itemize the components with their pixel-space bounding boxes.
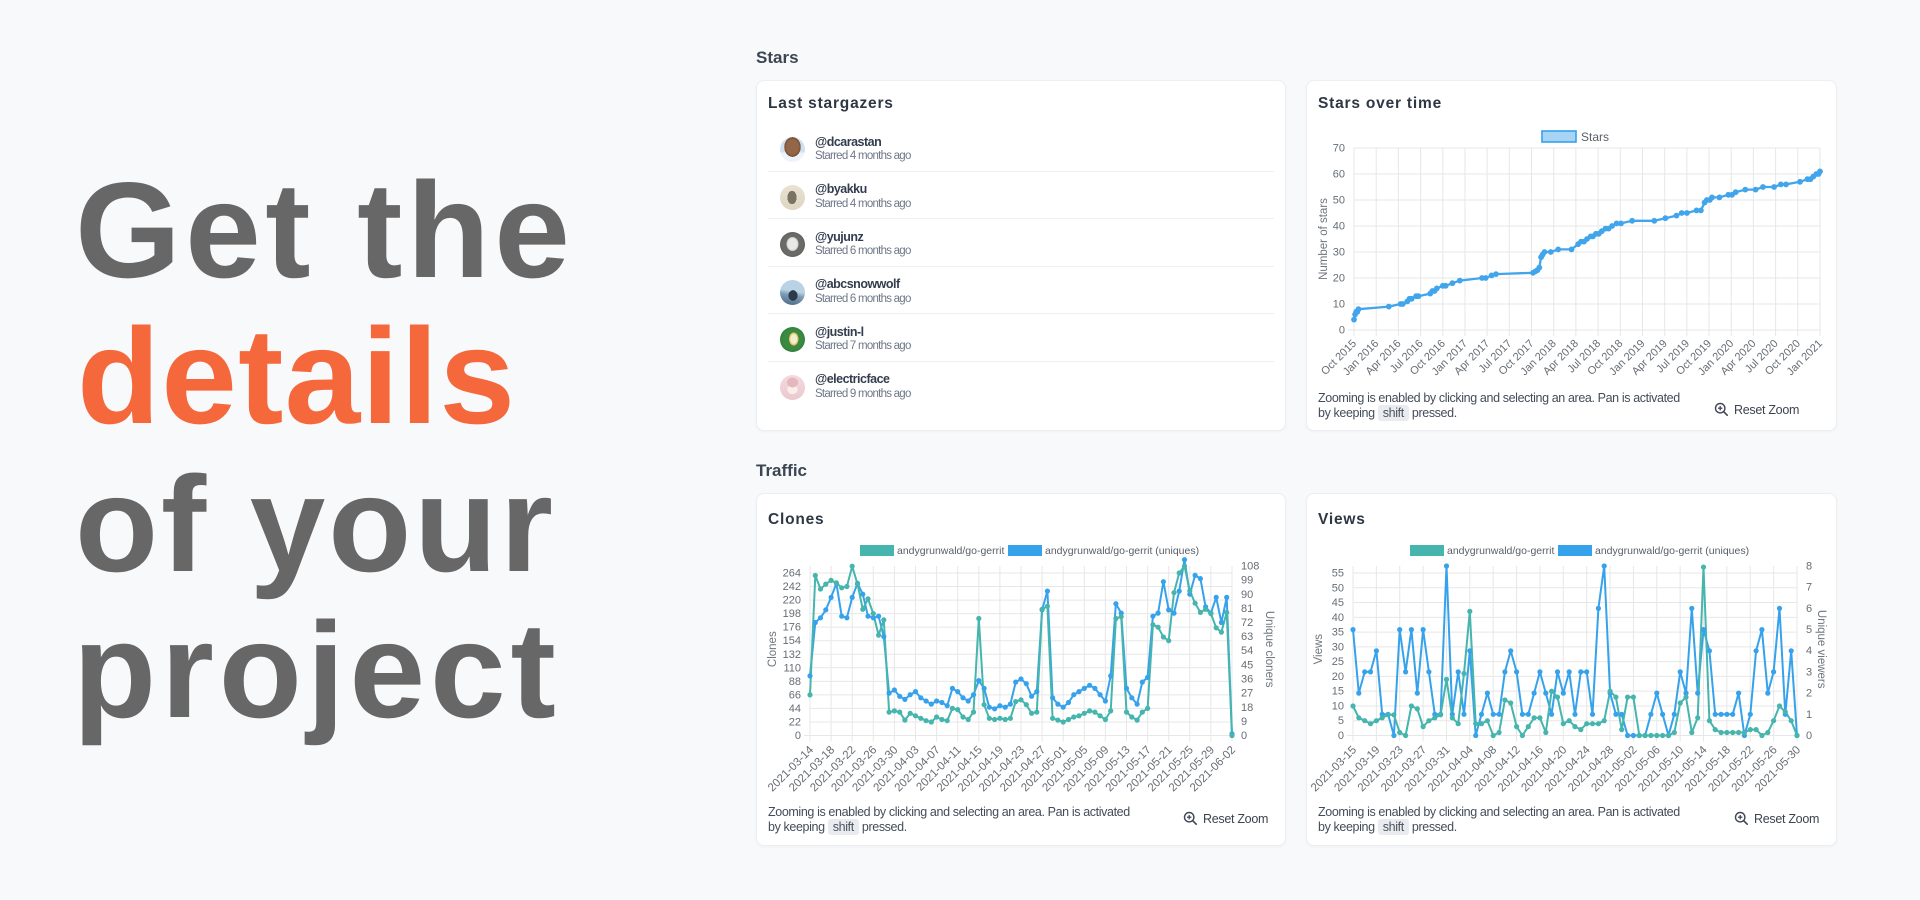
svg-text:154: 154	[783, 635, 801, 647]
svg-text:90: 90	[1241, 589, 1253, 601]
svg-text:Stars: Stars	[1581, 130, 1609, 144]
svg-text:70: 70	[1333, 143, 1345, 155]
svg-text:220: 220	[783, 595, 801, 607]
svg-text:36: 36	[1241, 674, 1253, 686]
svg-text:54: 54	[1241, 645, 1253, 657]
svg-text:40: 40	[1332, 612, 1344, 624]
svg-text:20: 20	[1333, 273, 1345, 285]
svg-text:Clones: Clones	[767, 631, 779, 667]
svg-text:3: 3	[1806, 666, 1812, 678]
svg-text:0: 0	[795, 730, 801, 742]
svg-text:0: 0	[1339, 325, 1345, 337]
svg-text:264: 264	[783, 568, 801, 580]
svg-text:18: 18	[1241, 702, 1253, 714]
svg-text:5: 5	[1338, 715, 1344, 727]
svg-text:5: 5	[1806, 624, 1812, 636]
svg-text:63: 63	[1241, 631, 1253, 643]
svg-text:30: 30	[1333, 247, 1345, 259]
svg-text:176: 176	[783, 622, 801, 634]
svg-text:6: 6	[1806, 603, 1812, 615]
svg-text:0: 0	[1806, 730, 1812, 742]
svg-text:50: 50	[1333, 195, 1345, 207]
svg-text:72: 72	[1241, 617, 1253, 629]
svg-text:8: 8	[1806, 561, 1812, 573]
svg-text:andygrunwald/go-gerrit (unique: andygrunwald/go-gerrit (uniques)	[1045, 545, 1199, 557]
svg-text:45: 45	[1332, 597, 1344, 609]
svg-text:44: 44	[789, 703, 801, 715]
svg-text:Unique cloners: Unique cloners	[1263, 611, 1275, 688]
svg-text:0: 0	[1338, 730, 1344, 742]
svg-text:10: 10	[1332, 701, 1344, 713]
svg-text:45: 45	[1241, 659, 1253, 671]
svg-text:60: 60	[1333, 169, 1345, 181]
svg-text:Views: Views	[1313, 634, 1325, 665]
svg-text:30: 30	[1332, 641, 1344, 653]
svg-text:66: 66	[789, 689, 801, 701]
svg-text:andygrunwald/go-gerrit (unique: andygrunwald/go-gerrit (uniques)	[1595, 545, 1749, 557]
svg-text:198: 198	[783, 608, 801, 620]
svg-text:40: 40	[1333, 221, 1345, 233]
svg-text:25: 25	[1332, 656, 1344, 668]
svg-text:andygrunwald/go-gerrit: andygrunwald/go-gerrit	[1447, 545, 1554, 557]
svg-text:99: 99	[1241, 575, 1253, 587]
svg-text:15: 15	[1332, 686, 1344, 698]
svg-text:0: 0	[1241, 730, 1247, 742]
svg-text:1: 1	[1806, 709, 1812, 721]
svg-text:242: 242	[783, 581, 801, 593]
svg-text:50: 50	[1332, 582, 1344, 594]
svg-text:4: 4	[1806, 645, 1812, 657]
svg-text:Unique viewers: Unique viewers	[1815, 610, 1827, 689]
svg-text:7: 7	[1806, 582, 1812, 594]
svg-text:108: 108	[1241, 561, 1259, 573]
svg-text:88: 88	[789, 676, 801, 688]
svg-text:9: 9	[1241, 716, 1247, 728]
svg-text:10: 10	[1333, 299, 1345, 311]
svg-text:35: 35	[1332, 627, 1344, 639]
svg-text:81: 81	[1241, 603, 1253, 615]
svg-text:132: 132	[783, 649, 801, 661]
svg-text:20: 20	[1332, 671, 1344, 683]
svg-text:22: 22	[789, 717, 801, 729]
svg-text:55: 55	[1332, 568, 1344, 580]
svg-text:Number of stars: Number of stars	[1318, 198, 1330, 280]
svg-text:27: 27	[1241, 688, 1253, 700]
svg-text:2: 2	[1806, 688, 1812, 700]
svg-text:110: 110	[783, 662, 801, 674]
svg-text:andygrunwald/go-gerrit: andygrunwald/go-gerrit	[897, 545, 1004, 557]
